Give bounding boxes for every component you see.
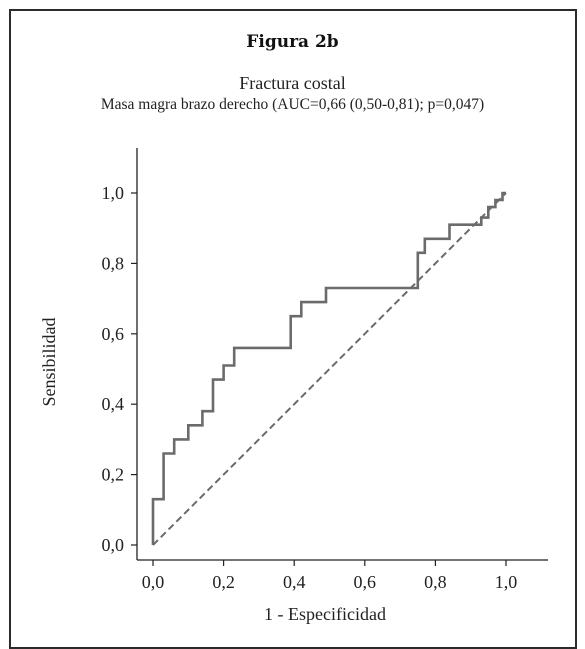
x-tick-label: 0,4 [283, 572, 306, 592]
y-tick-label: 1,0 [102, 183, 125, 203]
chart-subtitle: Masa magra brazo derecho (AUC=0,66 (0,50… [100, 96, 485, 113]
reference-diagonal-line [152, 192, 507, 546]
chart-axes [131, 148, 548, 566]
x-tick-label: 0,8 [424, 572, 447, 592]
x-tick-label: 0,0 [142, 572, 165, 592]
chart-marks [151, 191, 507, 546]
x-axis-title: 1 - Especificidad [264, 604, 386, 624]
figure-label: Figura 2b [246, 32, 339, 52]
y-tick-label: 0,8 [102, 253, 125, 273]
y-axis-title: Sensibilidad [39, 318, 59, 407]
y-tick-label: 0,6 [102, 324, 125, 344]
y-tick-label: 0,2 [102, 465, 125, 485]
figure-frame [9, 9, 577, 649]
roc-curve-line [151, 191, 506, 545]
x-tick-label: 0,6 [354, 572, 377, 592]
chart-title: Fractura costal [239, 73, 346, 93]
x-tick-label: 0,2 [212, 572, 235, 592]
roc-chart: 0,0 0,2 0,4 0,6 0,8 1,0 0,0 0,2 0,4 0,6 0,8 1,0 1 - … [39, 148, 548, 624]
y-tick-label: 0,4 [102, 394, 125, 414]
y-tick-label: 0,0 [102, 535, 125, 555]
chart-labels: 0,0 0,2 0,4 0,6 0,8 1,0 0,0 0,2 0,4 0,6 0,8 1,0 1 - … [39, 183, 517, 624]
x-tick-label: 1,0 [495, 572, 518, 592]
